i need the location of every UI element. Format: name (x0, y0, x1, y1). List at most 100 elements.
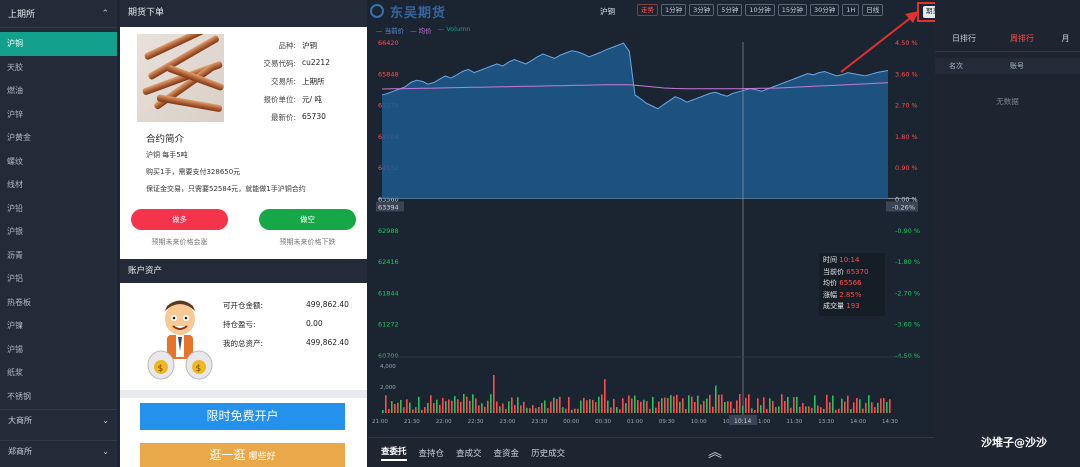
copper-product-image (137, 34, 224, 122)
ranking-tab[interactable]: 日排行 (952, 34, 976, 43)
pct-tick-label: 0.00 % (895, 196, 918, 204)
period-button[interactable]: 15分钟 (777, 4, 807, 16)
volume-bar (400, 399, 402, 413)
query-tab[interactable]: 历史成交 (531, 448, 566, 459)
price-tick-label: 65848 (378, 70, 399, 78)
sidebar-item[interactable]: 沪锡 (7, 344, 23, 354)
stroll-button[interactable]: 逛一逛 哪些好 (140, 443, 345, 467)
volume-bar (454, 396, 456, 413)
sidebar-item[interactable]: 沪黄金 (7, 133, 31, 142)
query-tab[interactable]: 查持仓 (418, 448, 445, 459)
sidebar-item[interactable]: 沪银 (7, 227, 23, 236)
period-button[interactable]: 走势 (637, 4, 658, 16)
period-button[interactable]: 30分钟 (809, 4, 840, 16)
sidebar-item[interactable]: 沥青 (7, 250, 23, 260)
sidebar-item[interactable]: 纸浆 (7, 368, 23, 377)
label: 我的总资产: (223, 339, 264, 348)
exchange-sidebar: 上期所 ⌃ 沪铜天胶燃油沪锌沪黄金螺纹线材沪铅沪银沥青沪铝热卷板沪镍沪锡纸浆不锈… (0, 0, 117, 467)
period-button[interactable]: 日线 (862, 4, 884, 16)
go-short-button[interactable]: 做空 (259, 209, 356, 230)
sidebar-item[interactable]: 线材 (7, 180, 23, 189)
query-tab[interactable]: 查成交 (456, 448, 482, 459)
volume-bar (589, 399, 591, 413)
query-tab[interactable]: 查委托 (381, 445, 407, 461)
volume-bar (448, 399, 450, 413)
label: 可开仓金额: (223, 301, 264, 310)
volume-bar (592, 399, 594, 413)
volume-bar (607, 400, 609, 413)
volume-bar (832, 395, 834, 413)
sidebar-item[interactable]: 沪铜 (0, 32, 117, 56)
legend-item: — Volumn (437, 25, 471, 33)
time-tick-label: 01:00 (627, 419, 643, 425)
divider (120, 390, 367, 398)
volume-bar (709, 394, 711, 413)
price-tick-label: 61844 (378, 289, 399, 297)
volume-bar (760, 405, 762, 413)
volume-bar (853, 402, 855, 413)
total-assets-row: 我的总资产: 499,862.40 (223, 338, 363, 349)
commodity-list: 沪铜天胶燃油沪锌沪黄金螺纹线材沪铅沪银沥青沪铝热卷板沪镍沪锡纸浆不锈钢 (0, 32, 117, 408)
period-button[interactable]: 3分钟 (689, 4, 715, 16)
exchange-header-dce[interactable]: 大商所 ⌄ (0, 409, 117, 431)
volume-bar (556, 398, 558, 413)
exchange-header-shfe[interactable]: 上期所 ⌃ (0, 0, 117, 28)
volume-bar (715, 385, 717, 413)
sidebar-item[interactable]: 天胶 (7, 62, 23, 72)
period-button[interactable]: 1分钟 (661, 4, 687, 16)
sidebar-item[interactable]: 不锈钢 (7, 391, 31, 401)
volume-bar (544, 400, 546, 413)
chart-toolbar: 东吴期货 沪铜 走势 1分钟 3分钟 5分钟 10分钟 15分钟 30分钟 1H 日线 (368, 0, 934, 22)
volume-bar (745, 397, 747, 413)
volume-bar (442, 397, 444, 413)
info-value: 元/ 吨 (302, 95, 322, 104)
volume-bar (775, 407, 777, 413)
volume-bar (847, 395, 849, 413)
pct-tick-label: -4.50 % (895, 352, 920, 360)
volume-bar (598, 396, 600, 413)
volume-tick-label: 4,000 (380, 364, 396, 370)
volume-bar (451, 400, 453, 413)
ranking-tab[interactable]: 月 (1061, 34, 1070, 43)
period-button[interactable]: 1H (842, 4, 860, 16)
volume-bar (859, 399, 861, 413)
time-tick-label: 13:30 (818, 419, 834, 425)
info-value: cu2212 (302, 58, 330, 67)
sidebar-item[interactable]: 燃油 (7, 86, 23, 95)
sidebar-item[interactable]: 热卷板 (7, 297, 31, 307)
info-row: 报价单位: 元/ 吨 (250, 94, 330, 112)
period-button[interactable]: 10分钟 (745, 4, 775, 16)
tooltip-key: 均价 (823, 279, 837, 287)
volume-bar (865, 402, 867, 413)
tooltip-key: 涨幅 (823, 290, 837, 299)
short-hint: 预期未来价格下跌 (279, 238, 336, 246)
stroll-label: 逛一逛 (209, 448, 246, 462)
volume-bar (538, 406, 540, 413)
volume-bar (568, 397, 570, 413)
volume-bar (427, 402, 429, 413)
sidebar-item[interactable]: 螺纹 (7, 156, 23, 166)
volume-bar (418, 396, 420, 413)
go-long-button[interactable]: 做多 (131, 209, 228, 230)
open-account-button[interactable]: 限时免费开户 (140, 403, 345, 430)
volume-bar (688, 395, 690, 413)
time-tick-label: 00:30 (595, 419, 611, 425)
sidebar-item[interactable]: 沪铝 (7, 274, 23, 283)
sidebar-item[interactable]: 沪镍 (7, 321, 23, 330)
volume-bar (559, 396, 561, 413)
double-chevron-up-icon[interactable]: ︽ (708, 445, 722, 461)
price-tick-label: 63560 (378, 196, 399, 204)
ranking-tab[interactable]: 周排行 (1010, 34, 1034, 43)
tooltip-row: 均价 65566 (823, 278, 881, 290)
volume-bar (886, 401, 888, 413)
period-button[interactable]: 5分钟 (717, 4, 743, 16)
query-tab[interactable]: 查资金 (493, 448, 520, 459)
sidebar-item[interactable]: 沪锌 (7, 109, 23, 119)
volume-bar (550, 401, 552, 413)
chart-area: 东吴期货 沪铜 走势 1分钟 3分钟 5分钟 10分钟 15分钟 30分钟 1H 日线 — 当前… (368, 0, 934, 467)
sidebar-item[interactable]: 沪铅 (7, 203, 23, 213)
exchange-header-czce[interactable]: 郑商所 ⌄ (0, 440, 117, 462)
tooltip-value: 65370 (846, 267, 869, 276)
volume-bar (793, 397, 795, 413)
